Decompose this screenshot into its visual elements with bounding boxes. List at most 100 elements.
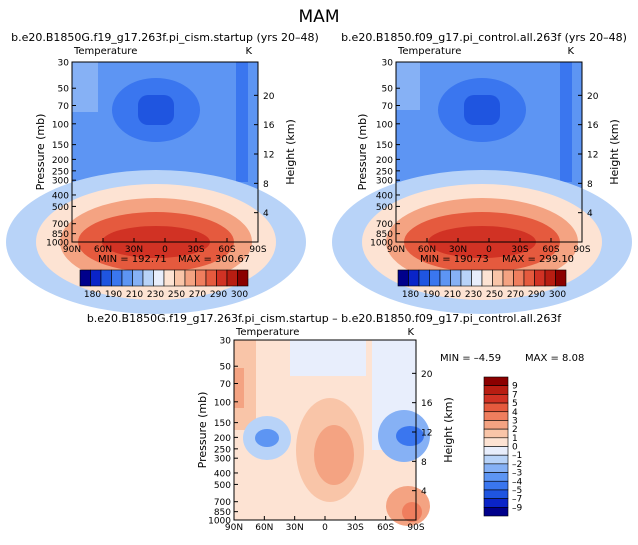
panel-left-units-label: K <box>245 46 252 57</box>
y-tick-label: 400 <box>214 469 231 479</box>
colorbar-swatch <box>483 463 509 473</box>
panel-diff-y-ticks-right: 20 16 12 8 4 <box>412 370 433 497</box>
colorbar-swatch <box>184 269 196 287</box>
panel-diff-units-label: K <box>407 327 414 338</box>
colorbar-swatch <box>237 269 249 287</box>
colorbar-swatch <box>471 269 483 287</box>
height-tick-label: 4 <box>587 209 593 219</box>
panel-right-x-ticks: 90N 60N 30N 0 30S 60S 90S <box>387 238 591 255</box>
x-tick-label: 60N <box>94 245 112 255</box>
y-tick-label: 30 <box>58 59 70 69</box>
panel-right-min: MIN = 190.73 <box>420 254 489 265</box>
colorbar-label: 190 <box>105 290 122 300</box>
x-tick-label: 90N <box>387 245 405 255</box>
panel-diff-surface-warm-anomaly-core <box>402 502 422 522</box>
colorbar-swatch <box>483 446 509 456</box>
colorbar-label: –4 <box>512 477 523 487</box>
y-tick-label: 50 <box>58 85 70 95</box>
colorbar-swatch <box>483 402 509 413</box>
colorbar-swatch <box>79 269 91 287</box>
colorbar-label: 300 <box>231 290 248 300</box>
colorbar-swatch <box>534 269 546 287</box>
colorbar-label: –1 <box>512 451 522 461</box>
colorbar-swatch <box>483 420 509 430</box>
x-tick-label: 0 <box>162 245 168 255</box>
y-tick-label: 100 <box>214 398 231 408</box>
height-tick-label: 16 <box>263 121 275 131</box>
y-tick-label: 700 <box>376 220 393 230</box>
colorbar-swatch <box>460 269 472 287</box>
height-tick-label: 4 <box>421 487 427 497</box>
y-tick-label: 100 <box>376 120 393 130</box>
x-tick-label: 30N <box>286 523 304 533</box>
panel-right-south-pole-column <box>560 62 572 182</box>
panel-right-variable-label: Temperature <box>397 46 461 57</box>
y-tick-label: 300 <box>214 455 231 465</box>
panel-left-variable-label: Temperature <box>73 46 137 57</box>
colorbar-label: –2 <box>512 460 522 470</box>
y-tick-label: 300 <box>52 177 69 187</box>
y-tick-label: 30 <box>220 337 232 347</box>
colorbar-swatch <box>111 269 123 287</box>
colorbar-swatch <box>492 269 504 287</box>
panel-diff-y-axis-label: Pressure (mb) <box>196 392 209 469</box>
colorbar-swatch <box>555 269 567 287</box>
panel-diff-plot-area <box>233 339 430 526</box>
colorbar-label: –3 <box>512 469 522 479</box>
panel-right-units-label: K <box>567 46 574 57</box>
y-tick-label: 700 <box>214 498 231 508</box>
x-tick-label: 90S <box>249 245 266 255</box>
colorbar-label: 230 <box>147 290 164 300</box>
y-tick-label: 400 <box>52 191 69 201</box>
colorbar-swatch <box>174 269 186 287</box>
colorbar-swatch <box>483 498 509 508</box>
colorbar-label: 190 <box>423 290 440 300</box>
x-tick-label: 60N <box>418 245 436 255</box>
colorbar-label: 180 <box>84 290 101 300</box>
colorbar-swatch <box>502 269 514 287</box>
colorbar-label: 180 <box>402 290 419 300</box>
colorbar-swatch <box>483 472 509 482</box>
y-tick-label: 150 <box>376 141 393 151</box>
x-tick-label: 0 <box>486 245 492 255</box>
panel-left-colorbar: 180 190 210 230 250 270 290 300 <box>79 269 249 300</box>
y-tick-label: 850 <box>214 508 231 518</box>
panel-left-tropopause-cold-center <box>138 95 174 125</box>
y-tick-label: 850 <box>52 230 69 240</box>
colorbar-label: 250 <box>168 290 185 300</box>
x-tick-label: 30S <box>187 245 204 255</box>
panel-right-y-axis-label-right: Height (km) <box>608 119 621 185</box>
panel-right-y-axis-label: Pressure (mb) <box>356 114 369 191</box>
panel-right-title: b.e20.B1850.f09_g17.pi_control.all.263f … <box>341 31 627 44</box>
colorbar-label: 210 <box>126 290 143 300</box>
colorbar-label: 2 <box>512 425 518 435</box>
colorbar-label: 270 <box>189 290 206 300</box>
colorbar-swatch <box>544 269 556 287</box>
colorbar-swatch <box>481 269 493 287</box>
y-tick-label: 200 <box>52 156 69 166</box>
panel-diff-south-cold-anomaly-core <box>396 426 424 446</box>
panel-diff-upper-neutral-band <box>290 340 366 376</box>
colorbar-label: 230 <box>465 290 482 300</box>
panel-left-y-axis-label-right: Height (km) <box>284 119 297 185</box>
y-tick-label: 500 <box>214 481 231 491</box>
height-tick-label: 4 <box>263 209 269 219</box>
colorbar-label: 290 <box>210 290 227 300</box>
y-tick-label: 500 <box>376 203 393 213</box>
y-tick-label: 50 <box>382 85 394 95</box>
colorbar-swatch <box>483 376 509 386</box>
y-tick-label: 500 <box>52 203 69 213</box>
colorbar-label: 270 <box>507 290 524 300</box>
panel-diff-title: b.e20.B1850G.f19_g17.263f.pi_cism.startu… <box>87 312 562 325</box>
colorbar-swatch <box>450 269 462 287</box>
colorbar-label: 0 <box>512 443 518 453</box>
y-tick-label: 1000 <box>370 239 393 249</box>
colorbar-swatch <box>523 269 535 287</box>
x-tick-label: 0 <box>322 523 328 533</box>
panel-right-max: MAX = 299.10 <box>502 254 574 265</box>
panel-left-max: MAX = 300.67 <box>178 254 250 265</box>
